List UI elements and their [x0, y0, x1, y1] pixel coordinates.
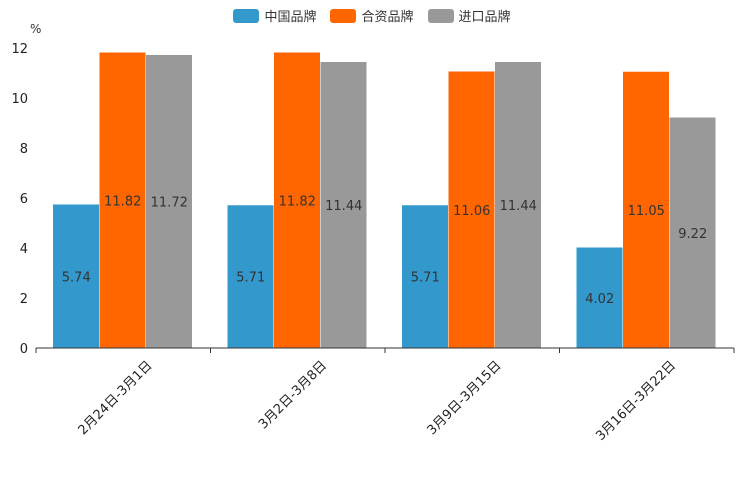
x-tick-label: 3月2日-3月8日 [256, 358, 330, 432]
y-tick-label: 0 [20, 342, 28, 357]
bar [495, 62, 541, 348]
data-label: 11.44 [325, 199, 362, 214]
bar [623, 71, 669, 348]
data-label: 11.82 [104, 194, 141, 209]
legend-item-joint[interactable]: 合资品牌 [330, 6, 414, 25]
bar [227, 205, 274, 348]
bar [669, 117, 716, 348]
data-label: 9.22 [678, 227, 707, 242]
y-axis-unit: % [30, 22, 42, 36]
legend-swatch-joint [330, 8, 357, 23]
data-label: 11.06 [453, 204, 490, 219]
y-tick-label: 6 [20, 192, 28, 207]
data-label: 5.71 [236, 271, 265, 286]
legend-swatch-import [427, 8, 454, 23]
bar [274, 52, 320, 348]
y-tick-label: 12 [11, 42, 28, 57]
bar [99, 52, 146, 348]
y-tick-label: 10 [11, 92, 28, 107]
legend: 中国品牌 合资品牌 进口品牌 [0, 6, 744, 25]
bar [402, 205, 448, 348]
x-tick-label: 3月16日-3月22日 [593, 358, 679, 444]
y-tick-label: 8 [20, 142, 28, 157]
bar [576, 247, 623, 348]
y-tick-label: 4 [20, 242, 28, 257]
bar [320, 62, 367, 348]
y-tick-label: 2 [20, 292, 28, 307]
legend-item-import[interactable]: 进口品牌 [427, 6, 511, 25]
legend-label-import: 进口品牌 [458, 10, 511, 25]
bar [53, 204, 99, 348]
data-label: 4.02 [585, 292, 614, 307]
legend-label-china: 中国品牌 [264, 10, 317, 25]
data-label: 5.74 [62, 270, 91, 285]
data-label: 11.72 [151, 196, 188, 211]
x-tick-label: 2月24日-3月1日 [76, 358, 156, 438]
legend-label-joint: 合资品牌 [361, 10, 414, 25]
data-label: 5.71 [411, 271, 440, 286]
data-label: 11.05 [628, 204, 665, 219]
bar [146, 55, 192, 348]
bar [448, 71, 495, 348]
legend-swatch-china [233, 8, 260, 23]
data-label: 11.44 [500, 199, 537, 214]
legend-item-china[interactable]: 中国品牌 [233, 6, 316, 25]
data-label: 11.82 [279, 194, 316, 209]
x-tick-label: 3月9日-3月15日 [425, 358, 505, 438]
